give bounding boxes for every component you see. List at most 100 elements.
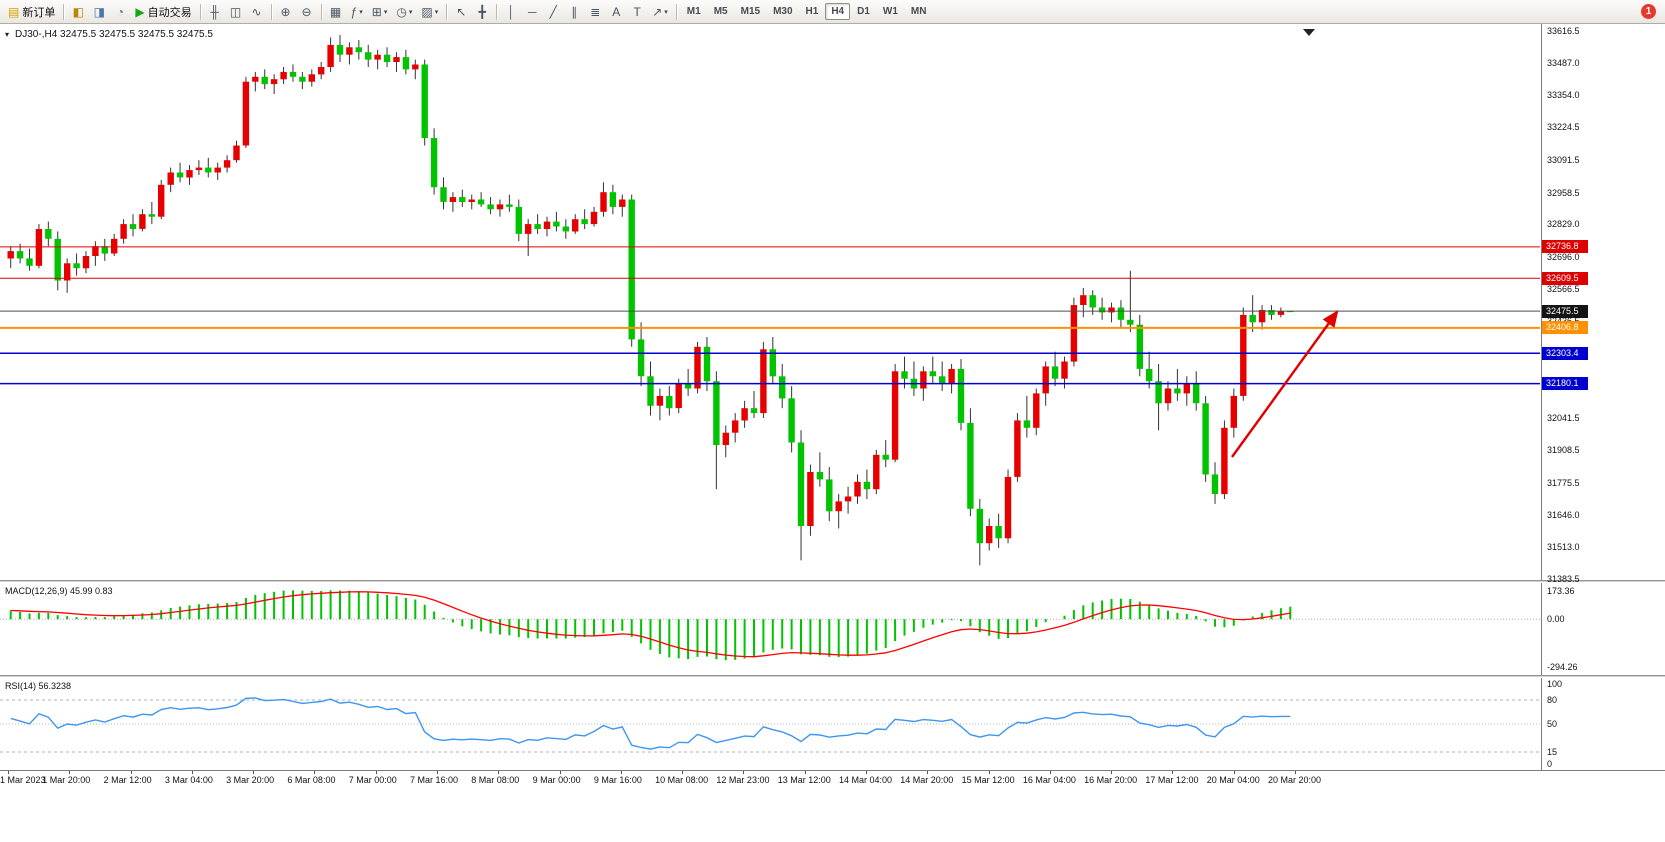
- chart-window-button[interactable]: ◧: [68, 2, 88, 22]
- price-axis[interactable]: 33616.5 33487.0 33354.0 33224.5 33091.5 32958…: [1541, 24, 1665, 584]
- trend-arrow-object[interactable]: [1231, 310, 1339, 458]
- price-tag: 32609.5: [1542, 271, 1588, 285]
- timeframe-m30[interactable]: M30: [773, 6, 793, 17]
- time-axis-label: 9 Mar 00:00: [532, 775, 581, 785]
- periods-icon: ◷: [396, 4, 407, 19]
- time-tick: [253, 771, 255, 774]
- macd-signal-line: [10, 591, 1291, 658]
- time-axis-label: 7 Mar 00:00: [348, 775, 397, 785]
- macd-axis[interactable]: 173.36 0.00 -294.26: [1541, 583, 1665, 675]
- time-axis-label: 3 Mar 04:00: [164, 775, 213, 785]
- time-tick: [559, 771, 561, 774]
- time-axis-label: 16 Mar 04:00: [1022, 775, 1076, 785]
- timeframe-h4[interactable]: H4: [825, 3, 851, 20]
- new-chart-button[interactable]: ⊞ ▾: [368, 2, 392, 22]
- macd-histogram: [9, 590, 1292, 661]
- profiles-button[interactable]: ◨: [89, 2, 109, 22]
- fibonacci-tool-button[interactable]: ≣: [585, 2, 605, 22]
- symbol-ohlc-label: DJ30-,H4 32475.5 32475.5 32475.5 32475.5: [15, 29, 213, 40]
- time-axis-label: 1 Mar 20:00: [42, 775, 91, 785]
- crosshair-tool-icon: ╋: [478, 4, 486, 19]
- timeframe-d1[interactable]: D1: [857, 6, 870, 17]
- toolbar-separator: [199, 3, 201, 20]
- time-axis[interactable]: 1 Mar 2023 1 Mar 20:00 2 Mar 12:00 3 Mar 04…: [0, 770, 1665, 788]
- panel-separator-1[interactable]: [0, 580, 1665, 583]
- vertical-line-tool-icon: │: [507, 4, 515, 19]
- zoom-in-button[interactable]: ⊕: [276, 2, 296, 22]
- profiles-icon: ◨: [93, 4, 106, 19]
- templates-icon: ▨: [421, 4, 433, 19]
- auto-trading-button[interactable]: ▶ 自动交易: [131, 2, 195, 22]
- templates-button[interactable]: ▨ ▾: [417, 2, 442, 22]
- time-tick: [866, 771, 867, 774]
- text-tool-button[interactable]: A: [606, 2, 626, 22]
- time-axis-label: 9 Mar 16:00: [593, 775, 642, 785]
- time-tick: [743, 771, 745, 774]
- chart-shift-marker[interactable]: [1303, 29, 1315, 36]
- time-tick: [69, 771, 71, 774]
- macd-indicator-chart[interactable]: [0, 583, 1540, 675]
- arrows-tool-icon: ↗: [652, 4, 663, 19]
- time-tick: [314, 771, 316, 774]
- time-tick: [375, 771, 377, 774]
- time-axis-label: 17 Mar 12:00: [1145, 775, 1199, 785]
- data-window-button[interactable]: ◔: [110, 2, 130, 22]
- bars-chart-type-button[interactable]: ╫: [205, 2, 225, 22]
- timeframe-m1[interactable]: M1: [686, 6, 701, 17]
- new-order-button[interactable]: ▤ 新订单: [4, 2, 59, 22]
- price-axis-label: 32958.5: [1547, 187, 1580, 198]
- timeframe-mn[interactable]: MN: [910, 6, 927, 17]
- time-axis-label: 14 Mar 20:00: [900, 775, 954, 785]
- line-chart-type-button[interactable]: ∿: [247, 2, 267, 22]
- candles-chart-type-button[interactable]: ◫: [226, 2, 246, 22]
- crosshair-tool-button[interactable]: ╋: [472, 2, 492, 22]
- timeframe-w1[interactable]: W1: [882, 6, 898, 17]
- price-axis-label: 32696.0: [1547, 251, 1580, 262]
- time-tick: [130, 771, 132, 774]
- candlestick-chart[interactable]: [0, 24, 1540, 580]
- periods-button[interactable]: ◷ ▾: [392, 2, 416, 22]
- label-tool-button[interactable]: T: [627, 2, 647, 22]
- rsi-axis[interactable]: 100 80 50 15 0: [1541, 678, 1665, 770]
- channel-tool-button[interactable]: ∥: [564, 2, 584, 22]
- rsi-indicator-chart[interactable]: [0, 678, 1540, 770]
- toolbar-separator: [63, 3, 65, 20]
- time-tick: [682, 771, 684, 774]
- cursor-tool-button[interactable]: ↖: [451, 2, 471, 22]
- macd-axis-label: 173.36: [1547, 586, 1575, 596]
- timeframe-m5[interactable]: M5: [713, 6, 728, 17]
- cursor-tool-icon: ↖: [456, 4, 467, 19]
- price-axis-label: 33616.5: [1547, 25, 1580, 36]
- indicators-button[interactable]: ƒ ▾: [347, 2, 367, 22]
- one-click-trading-toggle-icon[interactable]: ▾: [5, 30, 10, 39]
- timeframe-m15[interactable]: M15: [740, 6, 761, 17]
- vertical-line-tool-button[interactable]: │: [501, 2, 521, 22]
- zoom-out-button[interactable]: ⊖: [297, 2, 317, 22]
- bid-price-tag: 32475.5: [1542, 304, 1588, 318]
- horizontal-line-tool-button[interactable]: ─: [522, 2, 542, 22]
- dropdown-caret-icon: ▾: [434, 8, 439, 16]
- rsi-axis-label: 80: [1547, 695, 1558, 705]
- macd-axis-label: -294.26: [1547, 662, 1578, 672]
- chart-window-icon: ◧: [72, 4, 85, 19]
- auto-trading-icon: ▶: [135, 4, 145, 19]
- time-axis-label: 6 Mar 08:00: [287, 775, 336, 785]
- trendline-tool-button[interactable]: ╱: [543, 2, 563, 22]
- trendline-tool-icon: ╱: [549, 4, 557, 19]
- line-chart-type-icon: ∿: [251, 4, 262, 19]
- time-tick: [804, 771, 806, 774]
- toolbar-separator: [675, 3, 677, 20]
- panel-separator-2[interactable]: [0, 675, 1665, 678]
- timeframe-h1[interactable]: H1: [805, 6, 819, 17]
- arrows-tool-button[interactable]: ↗ ▾: [648, 2, 672, 22]
- indicators-icon: ƒ: [350, 4, 358, 19]
- time-axis-label: 2 Mar 12:00: [103, 775, 152, 785]
- tile-windows-button[interactable]: ▦: [326, 2, 346, 22]
- candle-bodies: [7, 44, 1294, 544]
- notification-badge[interactable]: 1: [1641, 4, 1656, 19]
- price-axis-label: 31908.5: [1547, 445, 1580, 456]
- rsi-axis-label: 100: [1547, 679, 1563, 689]
- dropdown-caret-icon: ▾: [359, 8, 363, 16]
- channel-tool-icon: ∥: [571, 4, 578, 19]
